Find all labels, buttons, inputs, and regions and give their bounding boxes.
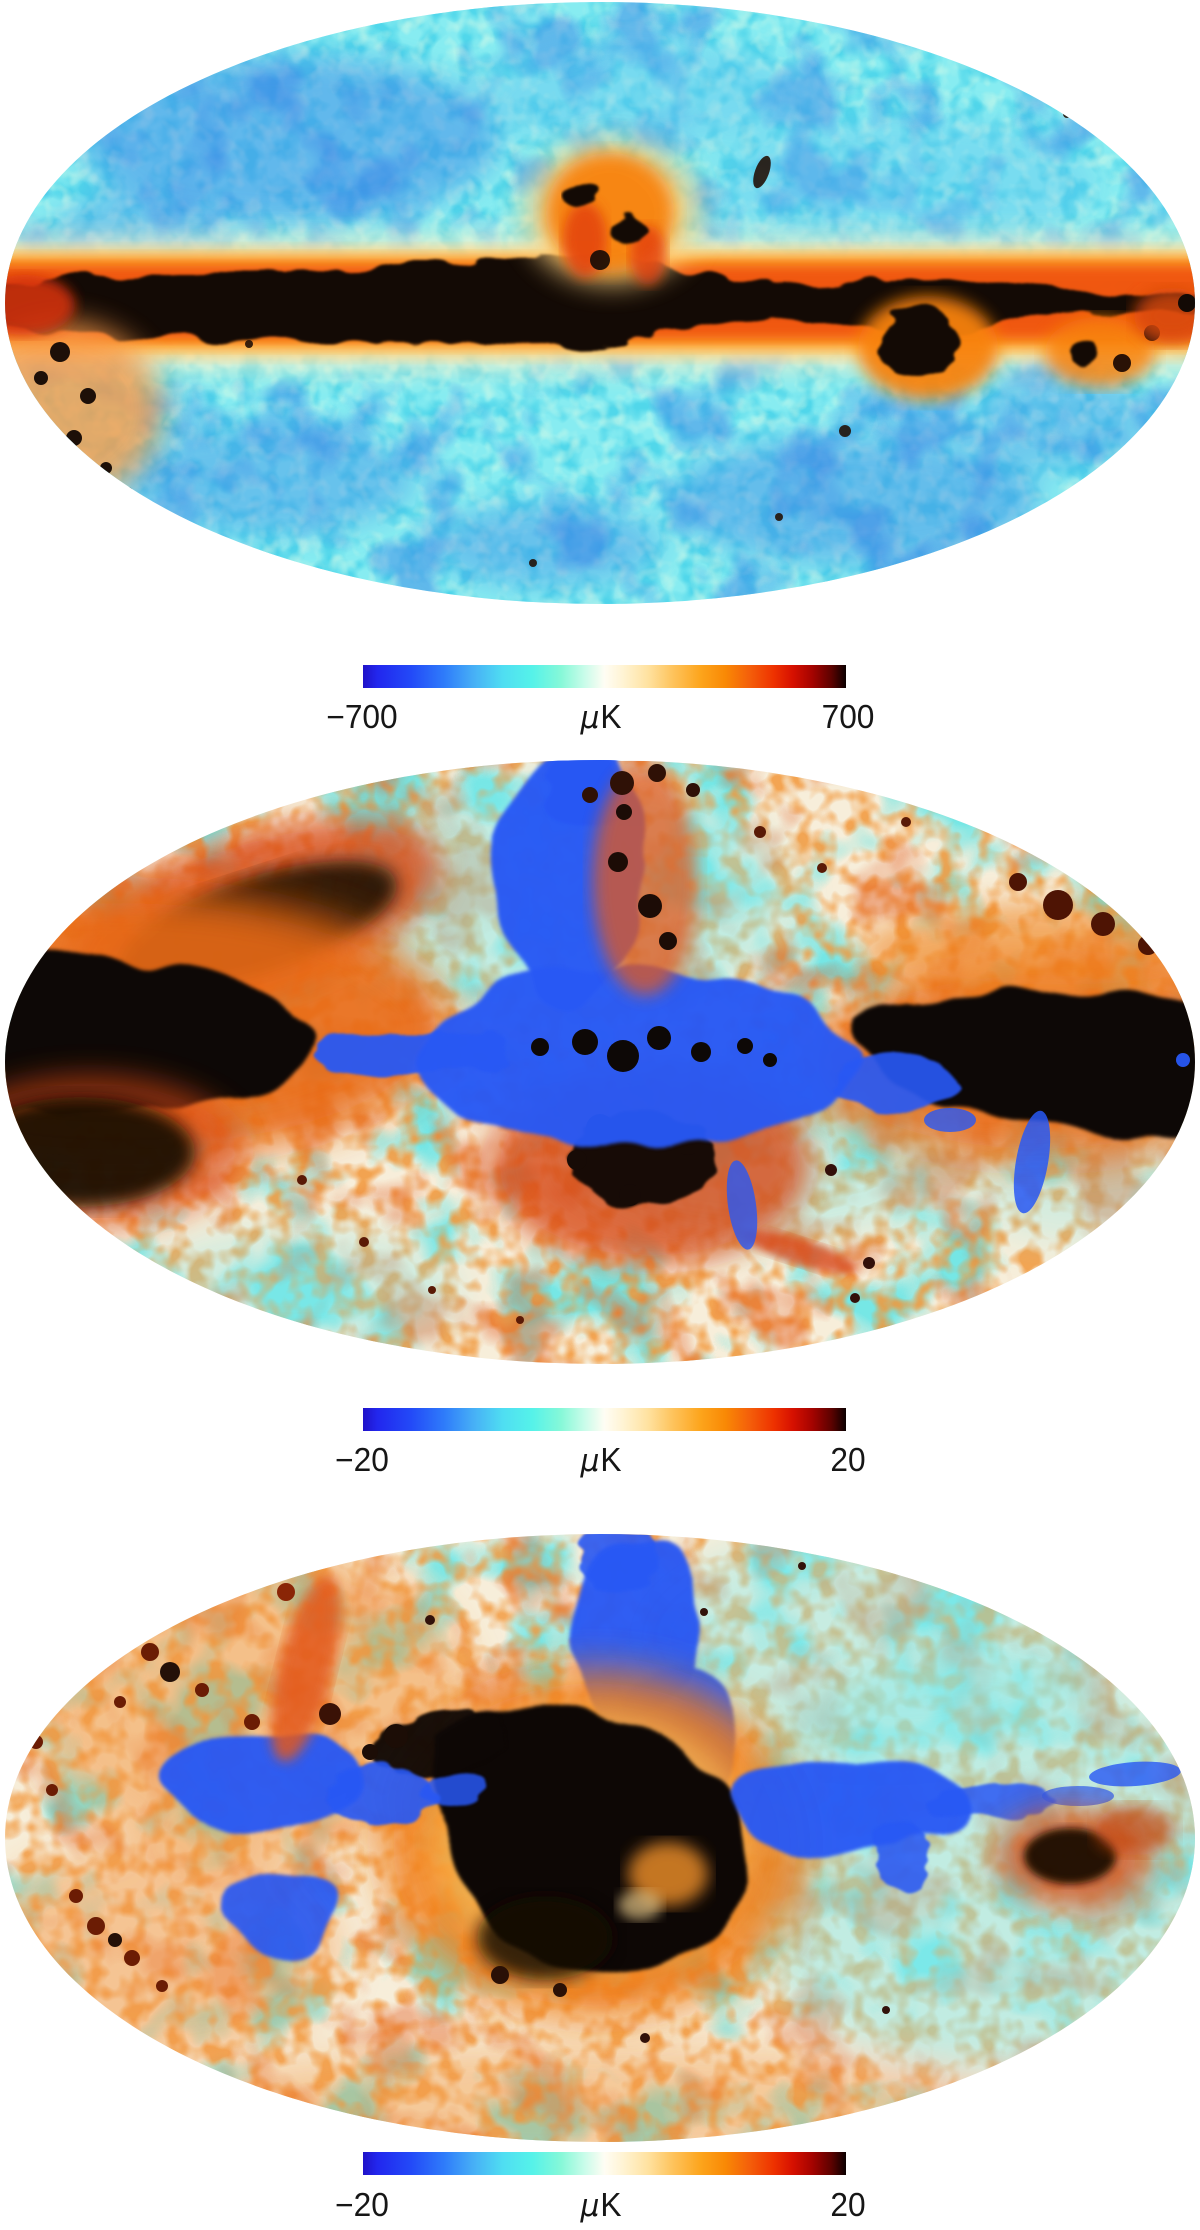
- galactic-center-plume: [524, 140, 700, 285]
- colorbar-max-label: 20: [830, 1441, 866, 1478]
- sky-map-polarization-u: [5, 1534, 1195, 2142]
- right-rim-dark-blob: [994, 1805, 1175, 1908]
- unit-letter: K: [600, 1441, 622, 1478]
- sky-map-polarization-q: [5, 760, 1195, 1364]
- colorbar-polarization-q: [363, 1408, 846, 1431]
- dark-red-clumps: [24, 1643, 260, 1992]
- galactic-center-black-blob: [362, 1670, 810, 2020]
- colorbar-polarization-u: [363, 2152, 846, 2175]
- colorbar-unit-label: μK: [580, 2186, 622, 2224]
- unit-letter: K: [600, 698, 622, 735]
- blue-plane-bands: [154, 1734, 1181, 1954]
- mu-symbol: μ: [580, 1443, 600, 1479]
- blue-cmb-patches: [45, 40, 1150, 587]
- central-red-column: [582, 764, 700, 995]
- colorbar-intensity: [363, 665, 846, 688]
- colorbar-max-label: 700: [821, 698, 875, 735]
- scattered-dots: [297, 796, 1016, 1324]
- orange-diagonal-streak: [270, 1574, 342, 1762]
- sky-map-intensity: [5, 2, 1195, 604]
- dark-cloud-below-plane: [858, 296, 1160, 400]
- colorbar-max-label: 20: [830, 2186, 866, 2223]
- plane-black-knots: [531, 1026, 777, 1072]
- colorbar-unit-label: μK: [580, 698, 622, 736]
- colorbar-min-label: −700: [326, 698, 398, 735]
- point-sources: [245, 110, 1071, 567]
- mu-symbol: μ: [580, 700, 600, 736]
- unit-letter: K: [600, 2186, 622, 2223]
- colorbar-unit-label: μK: [580, 1441, 622, 1479]
- colorbar-min-label: −20: [335, 2186, 389, 2223]
- mu-symbol: μ: [580, 2188, 600, 2224]
- colorbar-min-label: −20: [335, 1441, 389, 1478]
